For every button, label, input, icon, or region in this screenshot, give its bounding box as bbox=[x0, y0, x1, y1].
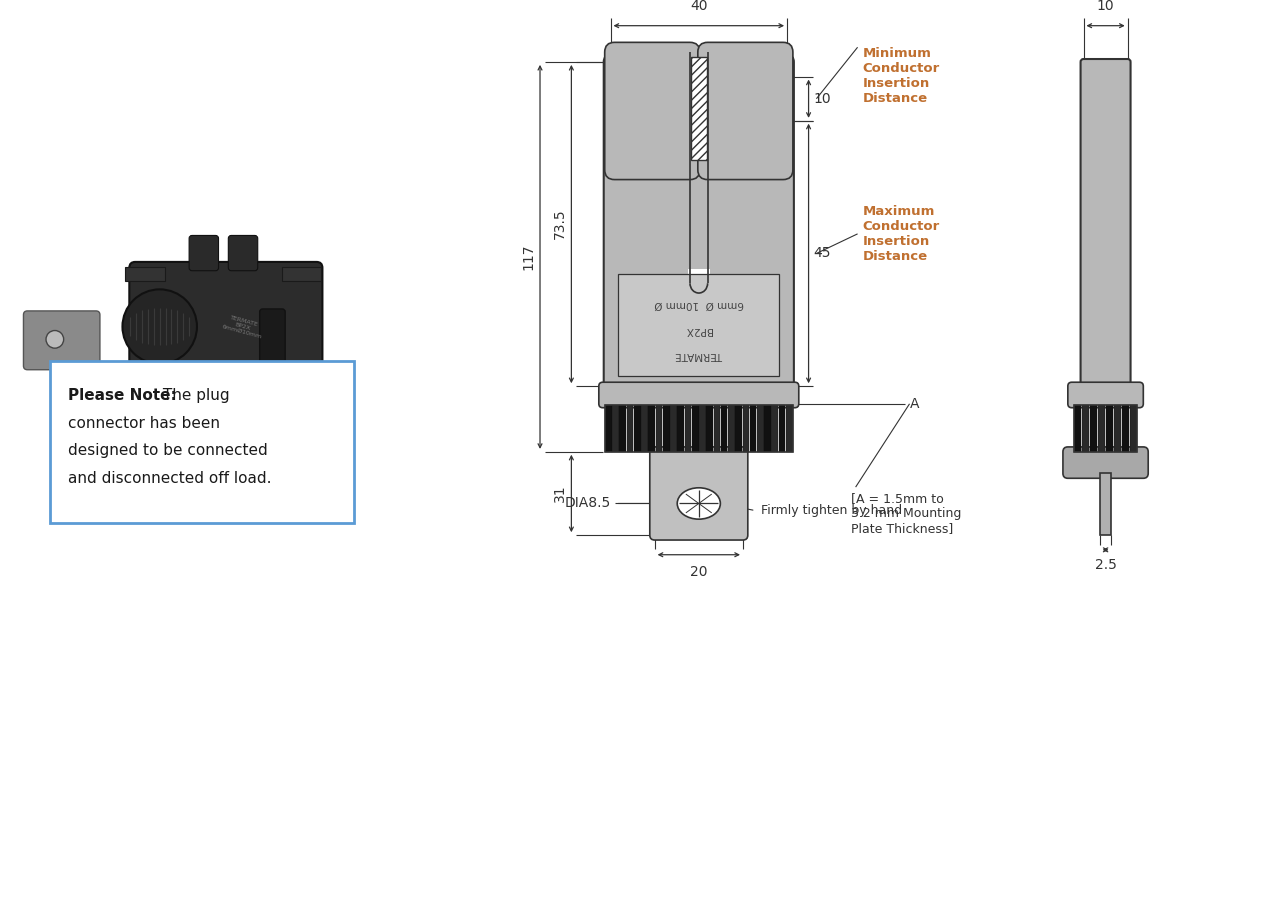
Bar bbox=[641, 405, 648, 452]
Bar bbox=[728, 405, 734, 452]
Bar bbox=[619, 405, 627, 452]
Text: Maximum
Conductor
Insertion
Distance: Maximum Conductor Insertion Distance bbox=[862, 205, 940, 263]
Text: Firmly tighten by hand: Firmly tighten by hand bbox=[761, 504, 902, 518]
Bar bbox=[743, 405, 749, 452]
Text: The plug: The plug bbox=[157, 389, 229, 403]
Text: 117: 117 bbox=[521, 244, 535, 270]
Bar bbox=[613, 405, 619, 452]
Bar bbox=[1082, 405, 1090, 452]
Text: A: A bbox=[909, 397, 920, 410]
Text: designed to be connected: designed to be connected bbox=[68, 443, 267, 458]
FancyBboxPatch shape bbox=[189, 236, 219, 271]
Bar bbox=[627, 405, 633, 452]
Bar bbox=[634, 405, 641, 452]
Bar bbox=[125, 266, 165, 281]
Bar bbox=[605, 405, 793, 452]
Bar bbox=[684, 405, 691, 452]
Bar bbox=[678, 405, 684, 452]
Text: 6mm Ø  10mm Ø: 6mm Ø 10mm Ø bbox=[654, 299, 743, 309]
Text: 10: 10 bbox=[1097, 0, 1114, 13]
Bar bbox=[1097, 405, 1105, 452]
Bar bbox=[706, 405, 712, 452]
Text: Please Note:: Please Note: bbox=[68, 389, 177, 403]
Bar bbox=[1073, 405, 1137, 452]
Text: TERMATE
BP2X
6mmØ10mm: TERMATE BP2X 6mmØ10mm bbox=[221, 313, 265, 340]
FancyBboxPatch shape bbox=[605, 42, 700, 180]
Text: TERMATE: TERMATE bbox=[675, 350, 723, 360]
Bar bbox=[765, 405, 771, 452]
Bar bbox=[1122, 405, 1129, 452]
Text: and disconnected off load.: and disconnected off load. bbox=[68, 471, 271, 486]
Text: [A = 1.5mm to
3.2 mm Mounting
Plate Thickness]: [A = 1.5mm to 3.2 mm Mounting Plate Thic… bbox=[851, 492, 961, 535]
Bar bbox=[787, 405, 793, 452]
Text: 2.5: 2.5 bbox=[1095, 558, 1117, 572]
FancyBboxPatch shape bbox=[1063, 447, 1149, 478]
FancyBboxPatch shape bbox=[129, 262, 322, 382]
Bar bbox=[714, 405, 720, 452]
FancyBboxPatch shape bbox=[50, 361, 354, 523]
Bar bbox=[656, 405, 663, 452]
Bar bbox=[648, 405, 655, 452]
FancyBboxPatch shape bbox=[260, 309, 285, 364]
Circle shape bbox=[46, 330, 64, 348]
Bar bbox=[670, 405, 677, 452]
FancyBboxPatch shape bbox=[23, 310, 100, 370]
Bar bbox=[771, 405, 778, 452]
Text: BP2X: BP2X bbox=[686, 325, 712, 336]
Ellipse shape bbox=[678, 488, 720, 519]
Bar bbox=[691, 57, 706, 160]
Bar bbox=[688, 268, 710, 376]
Bar bbox=[663, 405, 669, 452]
FancyBboxPatch shape bbox=[229, 236, 258, 271]
Bar bbox=[721, 405, 728, 452]
Bar bbox=[1106, 405, 1113, 452]
Circle shape bbox=[123, 290, 197, 364]
Bar bbox=[1114, 405, 1122, 452]
Bar bbox=[1090, 405, 1097, 452]
Text: 40: 40 bbox=[691, 0, 707, 13]
FancyBboxPatch shape bbox=[1068, 382, 1143, 408]
Bar bbox=[283, 266, 321, 281]
Text: 31: 31 bbox=[553, 485, 567, 502]
Bar bbox=[1129, 405, 1137, 452]
FancyBboxPatch shape bbox=[698, 42, 793, 180]
FancyBboxPatch shape bbox=[619, 274, 779, 376]
Bar bbox=[779, 405, 785, 452]
Bar bbox=[1074, 405, 1081, 452]
Text: 20: 20 bbox=[691, 564, 707, 579]
FancyBboxPatch shape bbox=[650, 447, 748, 540]
Text: 45: 45 bbox=[813, 247, 831, 260]
Text: Minimum
Conductor
Insertion
Distance: Minimum Conductor Insertion Distance bbox=[862, 48, 940, 105]
FancyBboxPatch shape bbox=[599, 382, 799, 408]
Bar bbox=[1100, 473, 1111, 536]
Text: DIA8.5: DIA8.5 bbox=[564, 497, 610, 510]
Text: connector has been: connector has been bbox=[68, 416, 220, 431]
FancyBboxPatch shape bbox=[604, 55, 794, 393]
Text: 10: 10 bbox=[813, 92, 831, 105]
Bar bbox=[757, 405, 764, 452]
Bar bbox=[749, 405, 756, 452]
Text: 73.5: 73.5 bbox=[553, 209, 567, 239]
FancyBboxPatch shape bbox=[1081, 59, 1131, 389]
Bar bbox=[735, 405, 742, 452]
Bar bbox=[605, 405, 611, 452]
Bar bbox=[700, 405, 706, 452]
Bar bbox=[692, 405, 698, 452]
